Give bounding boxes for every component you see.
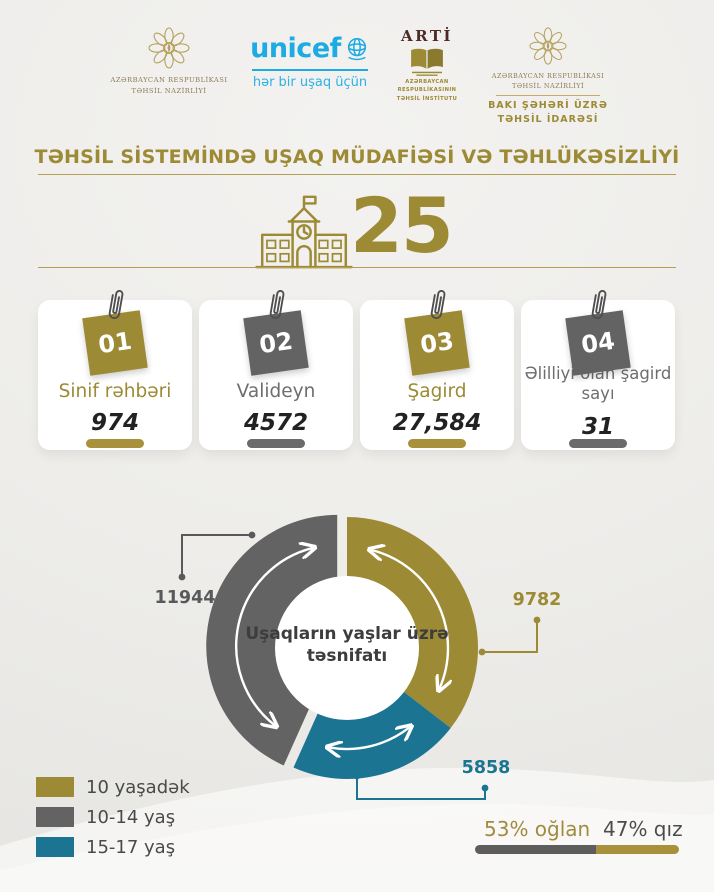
- arti-wordmark: ARTİ: [400, 27, 454, 45]
- logo-arti: ARTİ AZƏRBAYCAN RESPUBLİKASININ TƏHSİL İ…: [384, 27, 470, 128]
- chart-legend: 10 yaşadək 10-14 yaş 15-17 yaş: [36, 776, 190, 866]
- logo-header: AZƏRBAYCAN RESPUBLİKASI TƏHSİL NAZİRLİYİ…: [0, 27, 714, 128]
- logo-baku-education: AZƏRBAYCAN RESPUBLİKASI TƏHSİL NAZİRLİYİ…: [484, 27, 612, 128]
- ministry-name-line2: TƏHSİL NAZİRLİYİ: [131, 86, 207, 95]
- logo-education-ministry: AZƏRBAYCAN RESPUBLİKASI TƏHSİL NAZİRLİYİ: [102, 27, 236, 128]
- ministry-emblem-icon: [148, 27, 190, 69]
- school-count: 25: [350, 181, 454, 270]
- baku-name-line3: BAKI ŞƏHƏRİ ÜZRƏ: [488, 100, 608, 112]
- legend-swatch: [36, 777, 74, 797]
- unicef-divider: [252, 69, 368, 71]
- baku-name-line4: TƏHSİL İDARƏSİ: [497, 114, 599, 126]
- gender-bar-boys: [475, 845, 597, 854]
- hero-divider: [38, 267, 676, 268]
- legend-label: 15-17 yaş: [86, 836, 176, 858]
- chart-title: Uşaqların yaşlar üzrə təsnifatı: [245, 624, 449, 667]
- stat-label: Əlilliyi olan şagird sayı: [524, 364, 672, 404]
- stat-card-parents: 02 Valideyn 4572: [199, 300, 353, 450]
- baku-name-line1: AZƏRBAYCAN RESPUBLİKASI: [491, 72, 605, 80]
- legend-label: 10-14 yaş: [86, 806, 176, 828]
- stat-underline: [247, 439, 305, 448]
- legend-label: 10 yaşadək: [86, 776, 190, 798]
- background-wave: [0, 767, 714, 892]
- legend-item-10-14: 10-14 yaş: [36, 806, 190, 828]
- stat-label: Valideyn: [236, 381, 316, 402]
- legend-item-under-10: 10 yaşadək: [36, 776, 190, 798]
- stat-underline: [408, 439, 466, 448]
- stat-value: 4572: [243, 410, 308, 436]
- stat-card-teachers: 01 Sinif rəhbəri 974: [38, 300, 192, 450]
- stat-value: 31: [581, 414, 614, 440]
- arti-name-line1: AZƏRBAYCAN RESPUBLİKASININ: [397, 79, 457, 94]
- page-title: TƏHSİL SİSTEMİNDƏ UŞAQ MÜDAFİƏSİ VƏ TƏHL…: [34, 146, 680, 168]
- legend-swatch: [36, 837, 74, 857]
- arti-book-icon: [411, 48, 443, 76]
- callout-age-under-10: 9782: [512, 590, 562, 610]
- gender-girls-label: 47% qız: [603, 817, 683, 841]
- arti-name-line2: TƏHSİL İNSTİTUTU: [396, 95, 458, 102]
- callout-age-15-17: 5858: [461, 758, 511, 778]
- callout-age-10-14: 11944: [154, 588, 216, 608]
- gender-bar-girls: [596, 845, 679, 854]
- unicef-wordmark: unicef: [250, 33, 341, 64]
- stat-underline: [86, 439, 144, 448]
- legend-swatch: [36, 807, 74, 827]
- stat-label: Şagird: [407, 381, 467, 402]
- gender-ratio-bar: [475, 845, 679, 854]
- stat-value: 27,584: [392, 410, 482, 436]
- baku-divider: [496, 95, 600, 97]
- stat-label: Sinif rəhbəri: [58, 381, 172, 402]
- baku-emblem-icon: [529, 27, 567, 65]
- ministry-name-line1: AZƏRBAYCAN RESPUBLİKASI: [110, 76, 228, 84]
- gender-boys-label: 53% oğlan: [484, 817, 591, 841]
- stat-underline: [569, 439, 627, 448]
- stat-card-disabled-students: 04 Əlilliyi olan şagird sayı 31: [521, 300, 675, 450]
- baku-name-line2: TƏHSİL NAZİRLİYİ: [511, 82, 585, 91]
- legend-item-15-17: 15-17 yaş: [36, 836, 190, 858]
- title-divider: [38, 174, 676, 175]
- stat-value: 974: [90, 410, 139, 436]
- stat-card-students: 03 Şagird 27,584: [360, 300, 514, 450]
- unicef-globe-icon: [347, 37, 366, 60]
- school-icon: [255, 195, 353, 269]
- logo-unicef: unicef hər bir uşaq üçün: [250, 27, 370, 128]
- unicef-tagline: hər bir uşaq üçün: [252, 75, 368, 90]
